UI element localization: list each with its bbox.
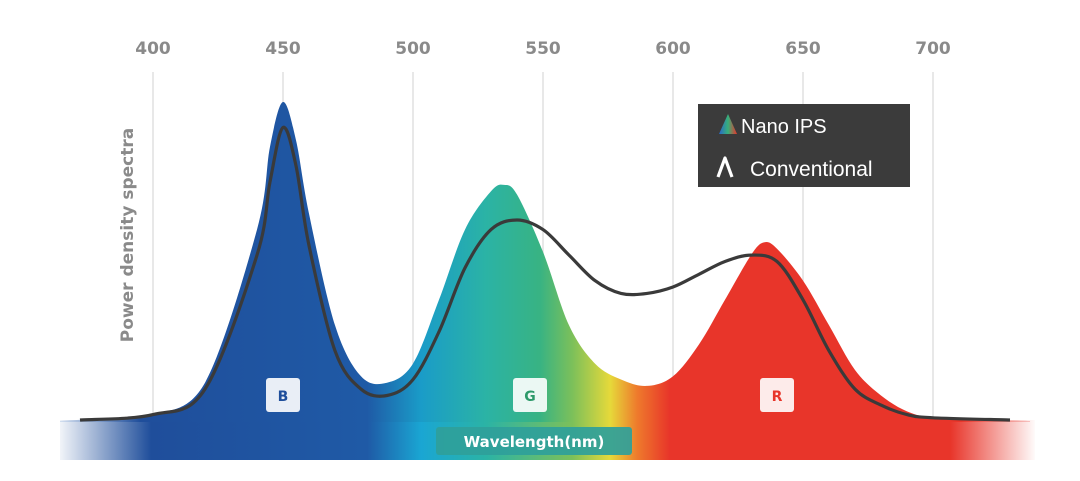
caret-icon	[716, 156, 734, 178]
x-axis-label-badge: Wavelength(nm)	[436, 427, 632, 455]
svg-text:B: B	[278, 389, 289, 405]
y-axis-label: Power density spectra	[118, 128, 138, 342]
x-tick-label: 500	[395, 39, 431, 59]
x-axis-label: Wavelength(nm)	[464, 433, 605, 451]
band-label-r: R	[760, 378, 794, 412]
x-tick-label: 450	[265, 39, 301, 59]
x-tick-label: 700	[915, 39, 951, 59]
legend-conventional: Conventional	[750, 158, 873, 181]
legend-nano-ips: Nano IPS	[741, 116, 827, 138]
x-tick-label: 400	[135, 39, 171, 59]
band-label-g: G	[513, 378, 547, 412]
svg-text:G: G	[524, 389, 536, 405]
spectral-triangle-icon	[719, 114, 737, 134]
band-label-b: B	[266, 378, 300, 412]
x-tick-label: 600	[655, 39, 691, 59]
x-tick-label: 650	[785, 39, 821, 59]
legend: Nano IPS Conventional	[698, 104, 910, 187]
series-conventional-line	[79, 125, 1011, 422]
svg-text:R: R	[772, 389, 783, 405]
series-nano-ips-area	[60, 101, 1030, 422]
x-axis-ticks: 400 450 500 550 600 650 700	[135, 39, 951, 59]
x-tick-label: 550	[525, 39, 561, 59]
